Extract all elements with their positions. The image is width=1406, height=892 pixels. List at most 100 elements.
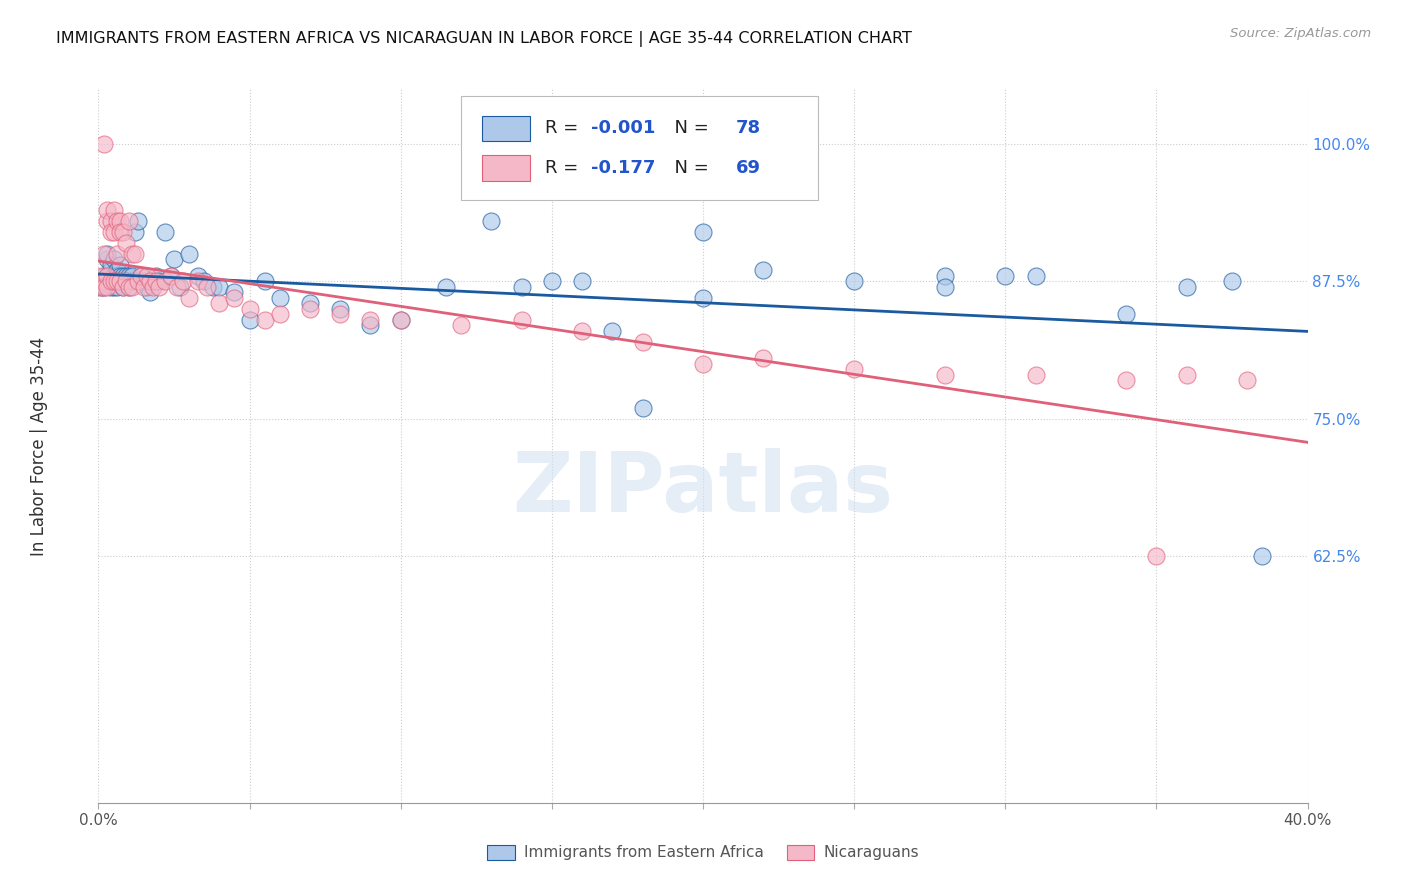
Point (540, 274, 562, 288)
Text: R =: R = (544, 159, 583, 177)
Point (994, 268, 1017, 283)
Point (103, 225, 125, 239)
Point (118, 280, 141, 294)
Point (160, 268, 183, 283)
Point (1175, 368, 1198, 382)
Point (121, 280, 143, 294)
Point (127, 274, 149, 288)
Text: 78: 78 (735, 120, 761, 137)
Point (108, 214, 131, 228)
Point (571, 274, 593, 288)
Point (142, 274, 165, 288)
Text: IMMIGRANTS FROM EASTERN AFRICA VS NICARAGUAN IN LABOR FORCE | AGE 35-44 CORRELAT: IMMIGRANTS FROM EASTERN AFRICA VS NICARA… (56, 31, 912, 47)
Point (108, 274, 131, 288)
Point (105, 274, 128, 288)
Point (1251, 549, 1274, 563)
Point (93, 247, 115, 261)
Point (93, 280, 115, 294)
Point (114, 274, 136, 288)
Point (1024, 368, 1046, 382)
Point (108, 274, 131, 288)
Point (90, 274, 112, 288)
Point (100, 225, 122, 239)
Point (434, 280, 457, 294)
Point (631, 401, 654, 415)
Point (103, 252, 125, 267)
Point (93, 137, 115, 152)
Point (90, 274, 112, 288)
Point (105, 214, 128, 228)
Point (253, 274, 276, 288)
Point (1175, 280, 1198, 294)
Point (193, 274, 215, 288)
Point (129, 268, 152, 283)
Point (139, 274, 162, 288)
Point (389, 312, 412, 326)
Point (100, 274, 122, 288)
Point (108, 258, 131, 272)
Point (360, 318, 382, 333)
Text: N =: N = (664, 159, 714, 177)
Point (1220, 274, 1243, 288)
Point (100, 214, 122, 228)
Point (96, 214, 118, 228)
Point (160, 268, 183, 283)
Point (329, 307, 352, 321)
Point (166, 280, 188, 294)
Point (360, 312, 382, 326)
Point (163, 252, 186, 267)
Point (571, 324, 593, 338)
Point (142, 280, 165, 294)
Point (96, 280, 118, 294)
Point (111, 274, 134, 288)
Point (129, 268, 152, 283)
Point (135, 280, 157, 294)
Point (127, 214, 149, 228)
Point (93, 274, 115, 288)
Point (93, 268, 115, 283)
Point (114, 268, 136, 283)
Point (844, 274, 866, 288)
Point (124, 225, 146, 239)
Legend: Immigrants from Eastern Africa, Nicaraguans: Immigrants from Eastern Africa, Nicaragu… (481, 838, 925, 866)
Point (172, 274, 194, 288)
Point (132, 280, 155, 294)
Point (752, 351, 775, 366)
Point (105, 263, 128, 277)
Point (96, 268, 118, 283)
Point (224, 291, 246, 305)
Point (105, 247, 128, 261)
Point (1024, 268, 1046, 283)
Point (103, 202, 125, 217)
Point (145, 274, 167, 288)
Point (299, 296, 322, 310)
Point (195, 280, 218, 294)
Point (114, 274, 136, 288)
FancyBboxPatch shape (482, 155, 530, 180)
Point (145, 268, 167, 283)
Point (121, 268, 143, 283)
Point (208, 296, 231, 310)
Point (105, 274, 128, 288)
Point (329, 301, 352, 316)
Point (269, 307, 291, 321)
Point (450, 318, 472, 333)
Point (111, 280, 134, 294)
Point (100, 274, 122, 288)
Point (111, 225, 134, 239)
Point (208, 280, 231, 294)
Point (111, 268, 134, 283)
Point (934, 368, 956, 382)
Point (602, 324, 624, 338)
Point (239, 301, 262, 316)
Point (631, 334, 654, 349)
Point (111, 280, 134, 294)
Point (118, 280, 141, 294)
Point (90, 280, 112, 294)
Point (187, 274, 209, 288)
Text: -0.177: -0.177 (591, 159, 655, 177)
Point (105, 280, 128, 294)
Point (934, 268, 956, 283)
Point (692, 225, 714, 239)
Point (93, 274, 115, 288)
